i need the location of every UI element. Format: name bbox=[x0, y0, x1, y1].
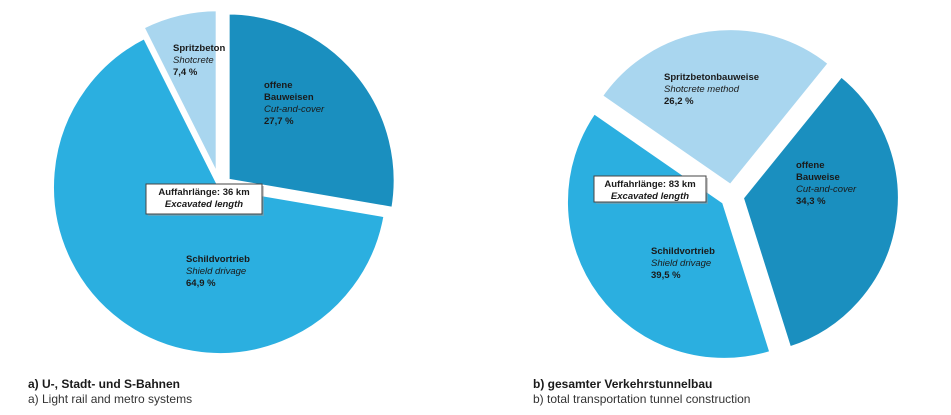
caption-b-subtitle: b) total transportation tunnel construct… bbox=[533, 392, 751, 406]
caption-a-subtitle: a) Light rail and metro systems bbox=[28, 392, 193, 406]
pie-1-slice-shield-drivage bbox=[563, 109, 775, 362]
pie-1-label-shotcrete-method: Spritzbetonbauweise Shotcrete method 26,2 … bbox=[664, 72, 759, 107]
caption-a: a) U-, Stadt- und S-Bahnen a) Light rail… bbox=[28, 376, 192, 407]
pie-1-slice-shotcrete-method bbox=[597, 26, 833, 189]
pie-chart-b: offene Bauweise Cut-and-cover 34,3 % Schildv… bbox=[563, 26, 902, 362]
pie-0-center-box bbox=[145, 183, 263, 215]
pie-0-center-label: Auffahrlänge: 36 km Excavated length bbox=[158, 187, 249, 210]
pie-1-label-cut-and-cover: offene Bauweise Cut-and-cover 34,3 % bbox=[796, 160, 857, 207]
pie-1-label-shield-drivage: Schildvortrieb Shield drivage 39,5 % bbox=[651, 246, 715, 281]
pie-1-center-label: Auffahrlänge: 83 km Excavated length bbox=[604, 179, 695, 202]
caption-a-title: a) U-, Stadt- und S-Bahnen bbox=[28, 377, 180, 391]
pie-0-slice-cut-and-cover bbox=[225, 10, 398, 212]
pie-1-center-box bbox=[593, 175, 707, 203]
pie-0-label-shield-drivage: Schildvortrieb Shield drivage 64,9 % bbox=[186, 254, 250, 289]
pie-0-label-cut-and-cover: offene Bauweisen Cut-and-cover 27,7 % bbox=[264, 80, 325, 127]
pie-0-slice-shotcrete bbox=[139, 7, 220, 179]
pie-1-slice-cut-and-cover bbox=[739, 72, 902, 352]
charts-canvas: offene Bauweisen Cut-and-cover 27,7 % Schild… bbox=[50, 7, 902, 362]
pie-0-label-shotcrete: Spritzbeton Shotcrete 7,4 % bbox=[173, 43, 225, 78]
caption-b: b) gesamter Verkehrstunnelbau b) total t… bbox=[533, 376, 750, 407]
pie-chart-a: offene Bauweisen Cut-and-cover 27,7 % Schild… bbox=[50, 7, 398, 357]
caption-b-title: b) gesamter Verkehrstunnelbau bbox=[533, 377, 713, 391]
